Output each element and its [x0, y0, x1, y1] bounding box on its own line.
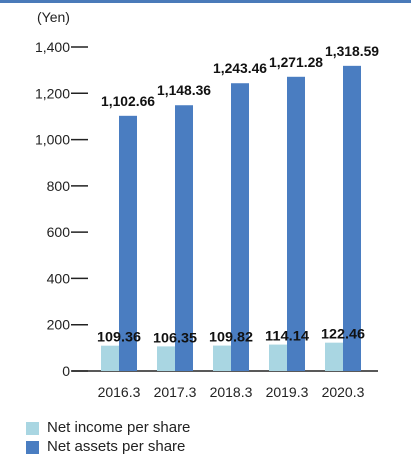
y-unit-label: (Yen): [37, 9, 70, 25]
x-tick-label: 2017.3: [154, 384, 197, 400]
net-income-value-label: 114.14: [265, 328, 309, 344]
net-assets-bar: [119, 115, 137, 371]
y-tick-label: 400: [47, 270, 71, 286]
net-assets-value-label: 1,271.28: [269, 54, 323, 70]
net-income-bar: [325, 342, 343, 371]
y-tick-label: 1,400: [35, 39, 70, 55]
y-tick-label: 200: [47, 317, 71, 333]
x-tick-label: 2020.3: [322, 384, 365, 400]
bar-chart: (Yen) 0 200 400 600 800 1,000 1,200 1,400 2016.3 2…: [35, 9, 379, 400]
y-tick-label: 1,200: [35, 85, 70, 101]
y-tick-label: 600: [47, 224, 71, 240]
net-income-bar: [101, 345, 119, 371]
net-assets-bar: [343, 65, 361, 371]
y-tick-label: 1,000: [35, 132, 70, 148]
x-tick-label: 2019.3: [266, 384, 309, 400]
net-assets-value-label: 1,243.46: [213, 60, 267, 76]
legend-swatch-net-income: [26, 421, 39, 435]
net-income-value-label: 122.46: [321, 326, 365, 342]
legend-label-net-assets: Net assets per share: [47, 438, 186, 455]
y-tick-label: 800: [47, 178, 71, 194]
y-tick-label: 0: [62, 363, 70, 379]
net-income-value-label: 106.35: [153, 329, 197, 345]
net-assets-bar: [175, 105, 193, 371]
net-income-bar: [269, 344, 287, 371]
net-assets-value-label: 1,148.36: [157, 82, 211, 98]
net-assets-value-label: 1,102.66: [101, 93, 155, 109]
net-income-value-label: 109.36: [97, 329, 141, 345]
legend-swatch-net-assets: [26, 440, 39, 454]
net-income-bar: [157, 346, 175, 371]
legend-label-net-income: Net income per share: [47, 419, 191, 436]
net-assets-value-label: 1,318.59: [325, 43, 379, 59]
x-tick-label: 2018.3: [210, 384, 253, 400]
legend-item-net-assets: Net assets per share: [26, 438, 185, 456]
x-tick-label: 2016.3: [98, 384, 141, 400]
net-income-value-label: 109.82: [209, 329, 253, 345]
top-rule: [0, 0, 411, 3]
legend-item-net-income: Net income per share: [26, 419, 190, 437]
net-income-bar: [213, 345, 231, 371]
net-assets-bar: [287, 76, 305, 371]
net-assets-bar: [231, 83, 249, 371]
